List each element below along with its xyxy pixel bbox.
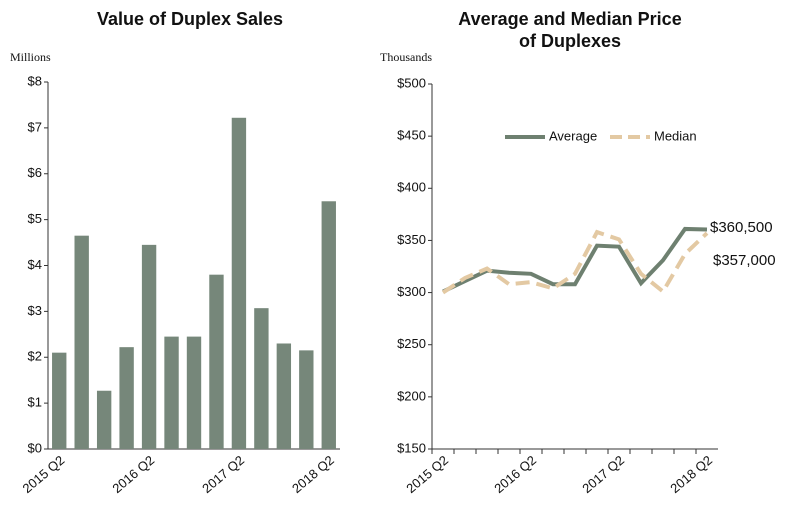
y-tick-label: $500 — [397, 75, 426, 90]
bar — [276, 343, 292, 449]
bar — [299, 350, 314, 449]
x-tick-label: 2016 Q2 — [491, 452, 539, 496]
y-tick-label: $8 — [28, 73, 42, 88]
x-tick-label: 2018 Q2 — [289, 452, 337, 496]
y-tick-label: $6 — [28, 165, 42, 180]
y-tick-label: $5 — [28, 211, 42, 226]
y-tick-label: $150 — [397, 440, 426, 455]
chart-title: Average and Median Price of Duplexes — [458, 9, 682, 51]
bar — [321, 201, 336, 449]
legend-label: Median — [654, 128, 697, 143]
legend-label: Average — [549, 128, 597, 143]
y-tick-label: $450 — [397, 128, 426, 143]
y-axis-label: Thousands — [380, 50, 432, 64]
x-tick-label: 2015 Q2 — [403, 452, 451, 496]
y-axis-label: Millions — [10, 50, 51, 64]
bar — [254, 308, 269, 449]
x-tick-label: 2016 Q2 — [109, 452, 157, 496]
x-tick-label: 2017 Q2 — [579, 452, 627, 496]
y-tick-label: $350 — [397, 232, 426, 247]
bar — [119, 347, 134, 449]
y-tick-label: $4 — [28, 257, 42, 272]
bar — [164, 336, 179, 449]
bar — [209, 274, 224, 449]
bar — [74, 235, 89, 449]
bar — [96, 390, 112, 449]
y-tick-label: $3 — [28, 303, 42, 318]
y-tick-label: $200 — [397, 388, 426, 403]
y-tick-label: $2 — [28, 349, 42, 364]
chart-title: Value of Duplex Sales — [96, 9, 284, 29]
bar — [52, 352, 67, 449]
annotation: $360,500 — [710, 219, 773, 236]
bar — [231, 117, 247, 449]
x-tick-label: 2018 Q2 — [667, 452, 715, 496]
line-series — [441, 229, 709, 295]
y-tick-label: $7 — [28, 119, 42, 134]
bar — [186, 336, 202, 449]
y-tick-label: $1 — [28, 395, 42, 410]
x-tick-label: 2015 Q2 — [20, 452, 68, 496]
x-tick-label: 2017 Q2 — [199, 452, 247, 496]
y-tick-label: $0 — [28, 440, 42, 455]
bar — [141, 244, 157, 449]
y-tick-label: $400 — [397, 180, 426, 195]
y-tick-label: $250 — [397, 336, 426, 351]
annotation: $357,000 — [713, 252, 776, 269]
y-tick-label: $300 — [397, 284, 426, 299]
